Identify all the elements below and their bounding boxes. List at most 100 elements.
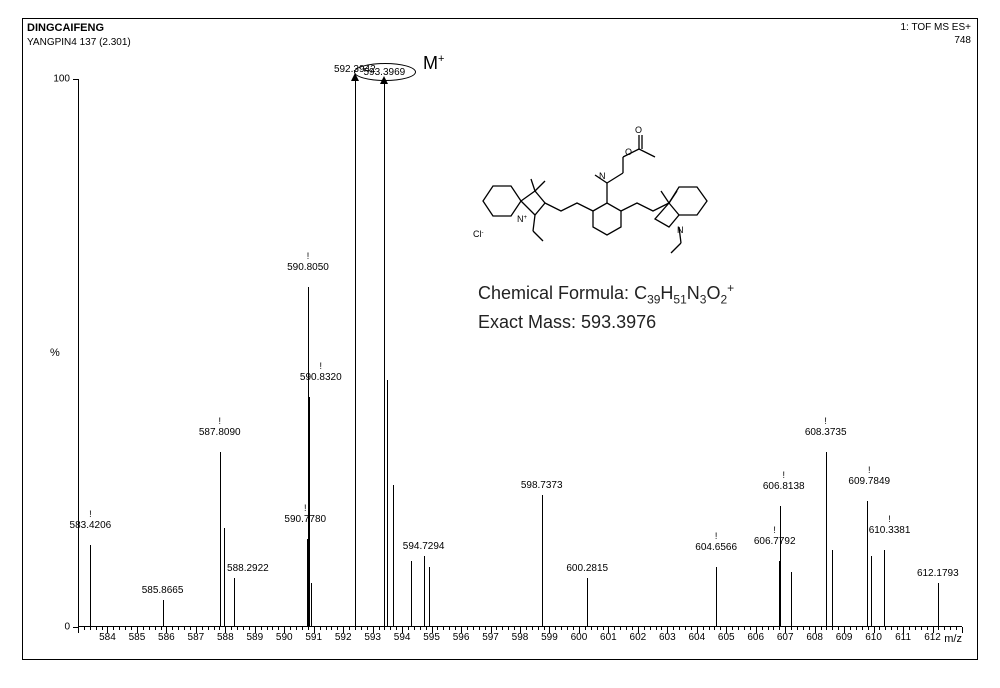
peak-flag: ! — [320, 361, 323, 371]
peak — [884, 550, 885, 627]
x-tick-label: 584 — [99, 632, 116, 643]
peak-label: 608.3735 — [805, 427, 847, 438]
x-tick-label: 590 — [276, 632, 293, 643]
x-tick-label: 596 — [453, 632, 470, 643]
circled-peak-label — [354, 63, 416, 81]
x-tick-label: 603 — [659, 632, 676, 643]
peak — [355, 79, 356, 627]
x-tick-label: 593 — [364, 632, 381, 643]
peak — [309, 397, 310, 627]
peak — [716, 567, 717, 627]
y-axis-label: % — [50, 347, 60, 359]
header-subtitle: YANGPIN4 137 (2.301) — [27, 37, 131, 48]
peak — [826, 452, 827, 627]
header-instrument: 1: TOF MS ES+ — [901, 22, 972, 33]
peak-label: 590.8050 — [287, 262, 329, 273]
peak — [791, 572, 792, 627]
peak-flag: ! — [715, 531, 718, 541]
peak-label: 590.8320 — [300, 372, 342, 383]
svg-text:O: O — [635, 125, 642, 135]
plot-area: % m/z M+ Chemical Formula: C39H51N3O2+ E… — [78, 79, 962, 627]
peak-flag: ! — [307, 251, 310, 261]
x-tick-label: 586 — [158, 632, 175, 643]
peak-label: 590.7780 — [284, 514, 326, 525]
header-title: DINGCAIFENG — [27, 22, 104, 34]
peak — [411, 561, 412, 627]
peak-label: 598.7373 — [521, 480, 563, 491]
formula-line: Chemical Formula: C39H51N3O2+ — [478, 279, 734, 309]
x-axis-label: m/z — [944, 633, 962, 645]
peak-label: 606.8138 — [763, 481, 805, 492]
x-tick-label: 605 — [718, 632, 735, 643]
y-tick-label: 100 — [53, 74, 70, 85]
molecular-ion-symbol: M+ — [423, 53, 444, 74]
y-axis — [78, 79, 79, 627]
peak — [387, 380, 388, 627]
y-tick-label: 0 — [64, 622, 70, 633]
x-tick-label: 585 — [129, 632, 146, 643]
x-tick-label: 598 — [512, 632, 529, 643]
peak-label: 600.2815 — [566, 563, 608, 574]
peak-flag: ! — [824, 416, 827, 426]
peak — [867, 501, 868, 627]
peak — [384, 82, 385, 627]
x-tick-label: 610 — [865, 632, 882, 643]
molecule-structure: N+ N N O O Cl- — [473, 121, 783, 276]
x-tick-label: 587 — [188, 632, 205, 643]
x-tick-label: 608 — [806, 632, 823, 643]
peak-flag: ! — [89, 509, 92, 519]
x-tick-label: 595 — [423, 632, 440, 643]
x-tick-label: 612 — [924, 632, 941, 643]
peak-label: 594.7294 — [403, 541, 445, 552]
peak-flag: ! — [888, 514, 891, 524]
x-tick-label: 602 — [630, 632, 647, 643]
peak — [424, 556, 425, 627]
x-tick-label: 589 — [246, 632, 263, 643]
peak-label: 588.2922 — [227, 563, 269, 574]
x-tick-label: 609 — [836, 632, 853, 643]
peak — [90, 545, 91, 627]
x-tick-label: 594 — [394, 632, 411, 643]
x-tick-label: 606 — [747, 632, 764, 643]
peak-label: 587.8090 — [199, 427, 241, 438]
svg-text:N: N — [599, 171, 606, 181]
peak-label: 612.1793 — [917, 568, 959, 579]
peak — [780, 506, 781, 627]
x-tick-label: 604 — [688, 632, 705, 643]
peak — [311, 583, 312, 627]
x-tick-label: 611 — [895, 632, 911, 643]
x-tick-label: 601 — [600, 632, 617, 643]
peak-label: 610.3381 — [869, 525, 911, 536]
peak-label: 585.8665 — [142, 585, 184, 596]
peak-flag: ! — [782, 470, 785, 480]
x-tick-label: 600 — [571, 632, 588, 643]
plot-frame: DINGCAIFENG YANGPIN4 137 (2.301) 1: TOF … — [22, 18, 978, 660]
peak — [542, 495, 543, 627]
header-scan: 748 — [954, 35, 971, 46]
x-tick-label: 599 — [541, 632, 558, 643]
peak-flag: ! — [868, 465, 871, 475]
peak — [871, 556, 872, 627]
peak — [224, 528, 225, 627]
peak — [234, 578, 235, 627]
x-tick-label: 597 — [482, 632, 499, 643]
x-tick-label: 591 — [305, 632, 322, 643]
svg-text:N+: N+ — [517, 214, 528, 224]
peak — [220, 452, 221, 627]
formula-value: C39H51N3O2+ — [634, 283, 734, 303]
peak-flag: ! — [773, 525, 776, 535]
peak-flag: ! — [218, 416, 221, 426]
svg-text:O: O — [625, 147, 632, 157]
formula-block: Chemical Formula: C39H51N3O2+ Exact Mass… — [478, 279, 734, 336]
peak — [938, 583, 939, 627]
peak-label: 604.6566 — [695, 542, 737, 553]
peak — [587, 578, 588, 627]
peak — [393, 485, 394, 627]
x-tick-label: 588 — [217, 632, 234, 643]
svg-text:N: N — [677, 225, 684, 235]
peak-label: 606.7792 — [754, 536, 796, 547]
x-tick-label: 592 — [335, 632, 352, 643]
x-tick-label: 607 — [777, 632, 794, 643]
svg-text:Cl-: Cl- — [473, 229, 484, 239]
peak-flag: ! — [304, 503, 307, 513]
